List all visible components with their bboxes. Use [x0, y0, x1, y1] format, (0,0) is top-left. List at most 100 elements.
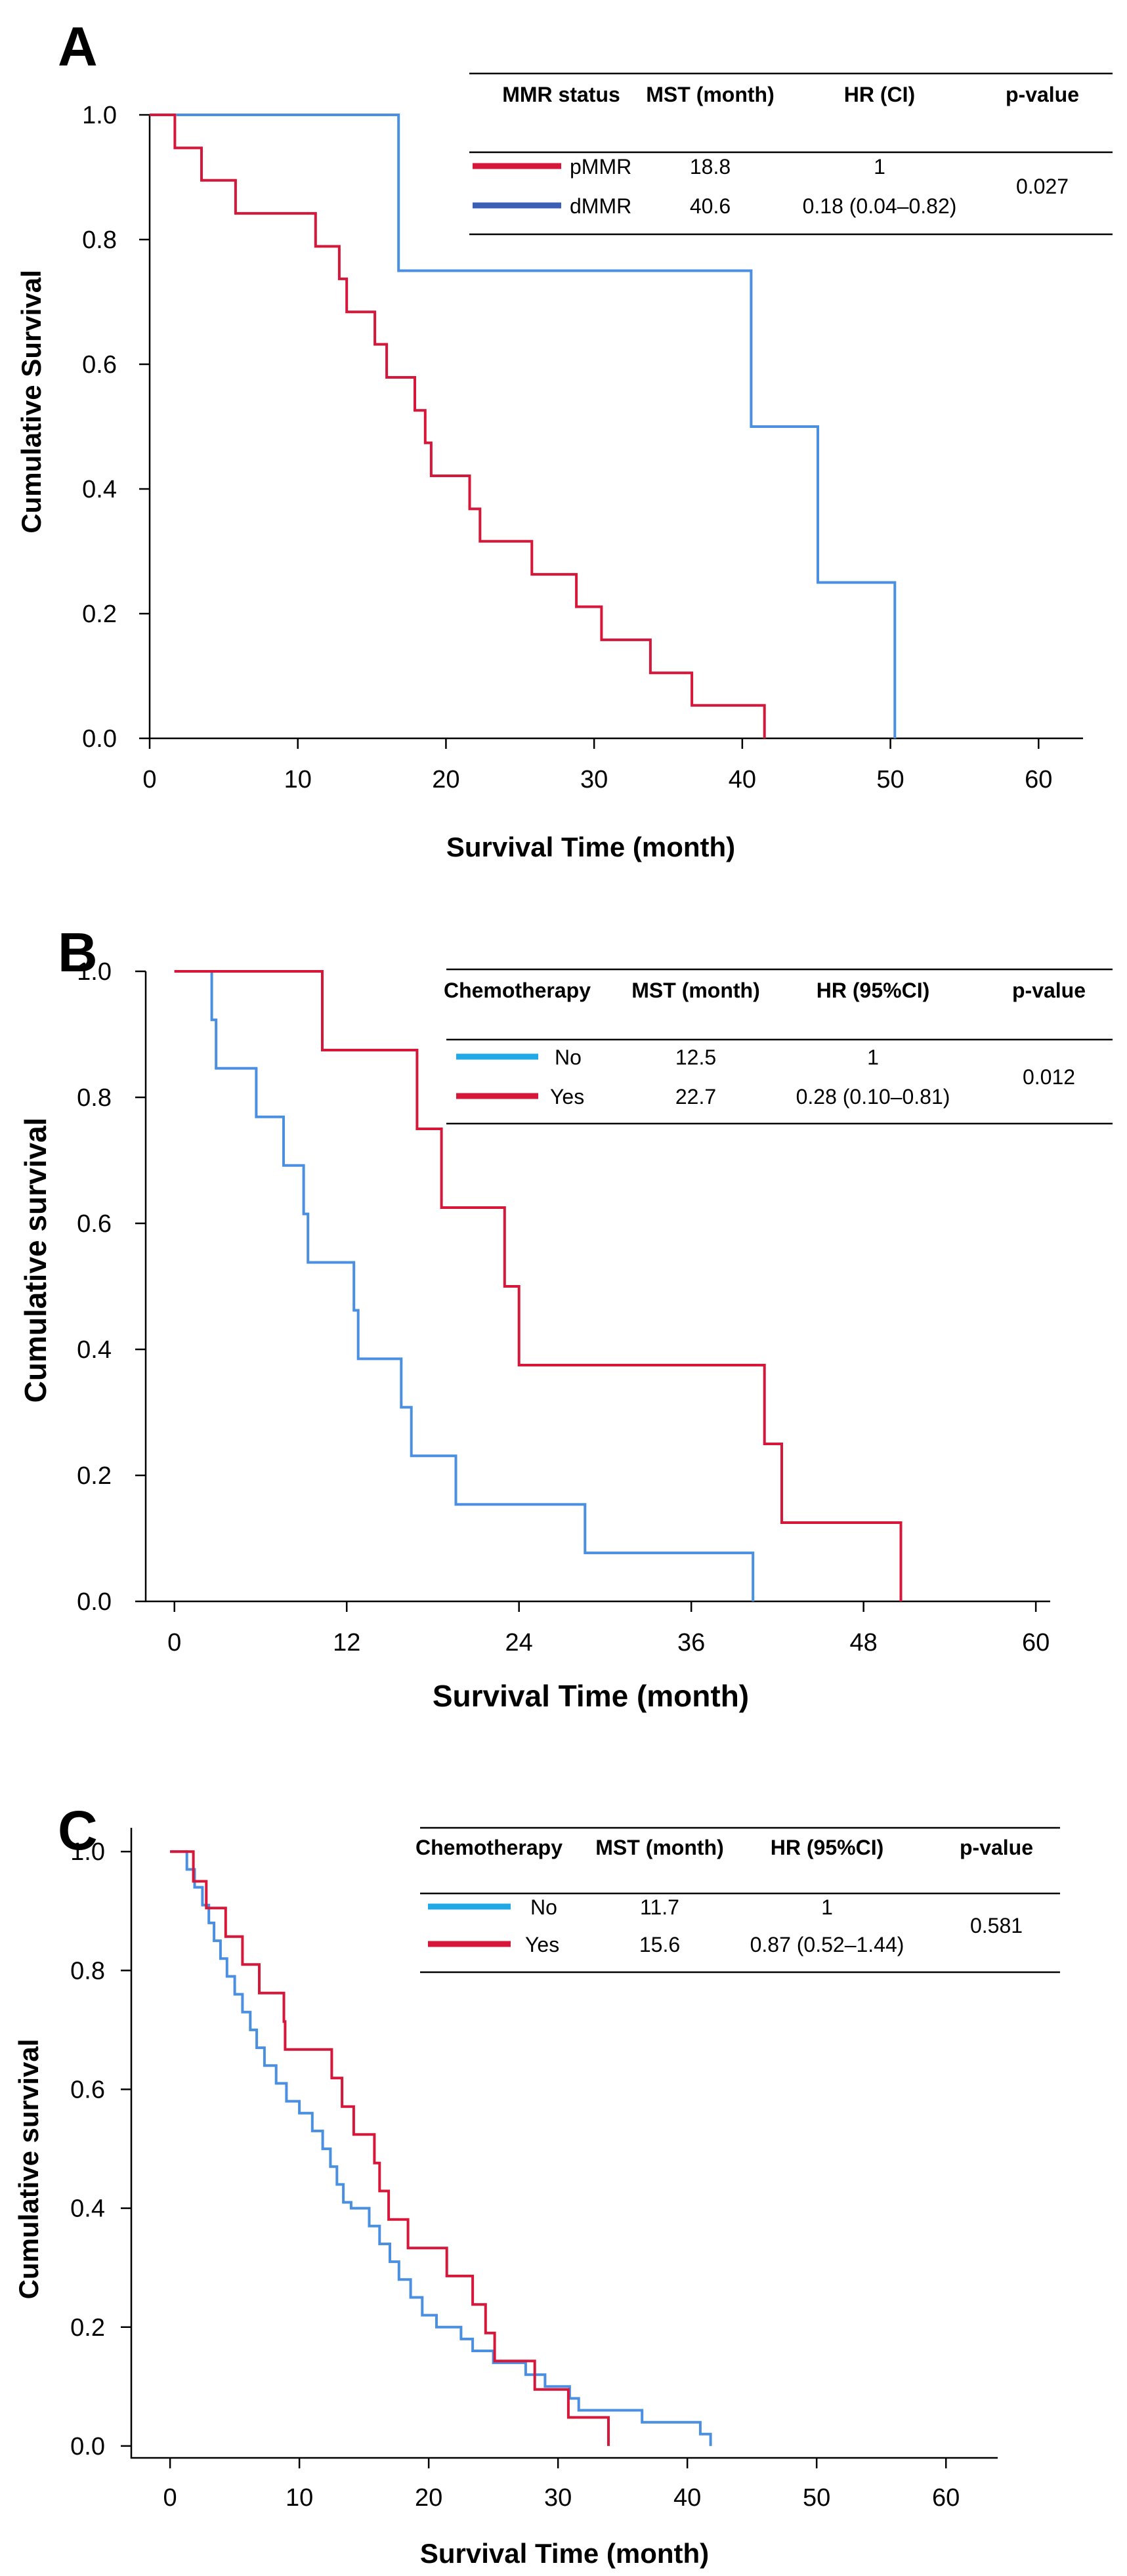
legend-mst-pmmr: 18.8: [690, 155, 731, 179]
legend-header-mst: MST (month): [646, 83, 775, 106]
panel-a-letter: A: [58, 16, 98, 77]
legend-hr-dmmr: 0.18 (0.04–0.82): [803, 194, 957, 218]
x-tick-label: 50: [876, 766, 904, 793]
legend-pvalue: 0.012: [1023, 1065, 1075, 1089]
legend-mst-yes: 15.6: [639, 1933, 680, 1956]
km-curve-pmmr: [150, 114, 766, 738]
legend-hr-no: 1: [867, 1045, 879, 1069]
km-curve-yes: [170, 1850, 610, 2446]
legend-hr-pmmr: 1: [874, 155, 885, 179]
km-curve-dmmr: [176, 114, 897, 738]
panel-b-curves: [174, 970, 903, 1601]
panel-b-x-axis-title: Survival Time (month): [433, 1679, 749, 1713]
y-tick-label: 0.8: [70, 1957, 105, 1985]
y-tick-label: 0.6: [70, 2076, 105, 2103]
x-tick-label: 12: [333, 1629, 360, 1657]
legend-hr-yes: 0.87 (0.52–1.44): [750, 1933, 904, 1956]
y-tick-label: 0.4: [77, 1336, 112, 1364]
y-tick-label: 1.0: [70, 1838, 105, 1866]
y-tick-label: 1.0: [77, 958, 112, 986]
panel-b-legend-table: Chemotherapy MST (month) HR (95%CI) p-va…: [444, 968, 1113, 1125]
y-tick-label: 0.2: [70, 2314, 105, 2342]
legend-label-yes: Yes: [550, 1085, 584, 1109]
y-tick-label: 0.2: [77, 1462, 112, 1490]
legend-label-no: No: [530, 1895, 557, 1919]
y-tick-label: 0.8: [82, 226, 117, 254]
legend-hr-no: 1: [821, 1895, 833, 1919]
panel-b-axes: [144, 971, 1050, 1603]
panel-c-axes: [130, 1828, 998, 2459]
legend-mst-dmmr: 40.6: [690, 194, 731, 218]
legend-pvalue: 0.581: [970, 1914, 1023, 1937]
y-tick-label: 0.4: [70, 2195, 105, 2223]
panel-c-x-axis-title: Survival Time (month): [420, 2538, 709, 2569]
x-tick-label: 0: [167, 1629, 181, 1657]
x-tick-label: 0: [142, 766, 156, 793]
x-tick-label: 30: [544, 2484, 572, 2512]
x-tick-label: 10: [286, 2484, 313, 2512]
legend-mst-yes: 22.7: [675, 1085, 716, 1109]
legend-header-pvalue: p-value: [960, 1836, 1033, 1859]
panel-c-y-axis-title: Cumulative survival: [13, 2039, 44, 2300]
panel-a-legend-table: MMR status MST (month) HR (CI) p-value p…: [469, 72, 1113, 236]
legend-header-group: Chemotherapy: [444, 979, 591, 1002]
y-tick-label: 0.4: [82, 476, 117, 503]
x-tick-label: 40: [729, 766, 756, 793]
legend-header-mst: MST (month): [595, 1836, 724, 1859]
x-tick-label: 0: [163, 2484, 177, 2512]
y-tick-label: 1.0: [82, 102, 117, 129]
panel-b: B Cumulative survival Survival Time (mon…: [18, 921, 1113, 1713]
panel-a: A Cumulative Survival Survival Time (mon…: [16, 16, 1113, 862]
km-curve-no: [174, 970, 755, 1601]
y-tick-label: 0.0: [77, 1588, 112, 1616]
panel-a-x-axis-title: Survival Time (month): [446, 832, 735, 862]
legend-header-group: Chemotherapy: [415, 1836, 563, 1859]
panel-b-letter: B: [58, 921, 98, 983]
x-tick-label: 60: [932, 2484, 960, 2512]
y-tick-label: 0.6: [77, 1210, 112, 1238]
legend-header-hr: HR (CI): [844, 83, 915, 106]
panel-c-legend-table: Chemotherapy MST (month) HR (95%CI) p-va…: [415, 1826, 1060, 1974]
x-tick-label: 10: [284, 766, 312, 793]
km-curve-yes: [174, 970, 903, 1601]
legend-header-pvalue: p-value: [1012, 979, 1086, 1002]
y-tick-label: 0.6: [82, 351, 117, 379]
panel-c-x-ticks: 0 10 20 30 40 50 60: [163, 2458, 960, 2512]
y-tick-label: 0.8: [77, 1084, 112, 1112]
x-tick-label: 20: [432, 766, 459, 793]
panel-a-curves: [150, 114, 897, 738]
legend-label-yes: Yes: [525, 1933, 559, 1956]
y-tick-label: 0.2: [82, 601, 117, 628]
x-tick-label: 60: [1022, 1629, 1050, 1657]
panel-a-y-ticks: 0.0 0.2 0.4 0.6 0.8 1.0: [82, 102, 150, 753]
x-tick-label: 60: [1025, 766, 1052, 793]
legend-header-mst: MST (month): [631, 979, 760, 1002]
x-tick-label: 48: [850, 1629, 878, 1657]
panel-b-y-axis-title: Cumulative survival: [18, 1118, 53, 1403]
legend-mst-no: 12.5: [675, 1045, 716, 1069]
panel-b-y-ticks: 0.0 0.2 0.4 0.6 0.8 1.0: [77, 958, 146, 1616]
x-tick-label: 36: [677, 1629, 705, 1657]
panel-a-x-ticks: 0 10 20 30 40 50 60: [142, 738, 1052, 793]
panel-c-y-ticks: 0.0 0.2 0.4 0.6 0.8 1.0: [70, 1838, 131, 2460]
x-tick-label: 30: [580, 766, 608, 793]
panel-c-letter: C: [58, 1800, 98, 1861]
panel-a-y-axis-title: Cumulative Survival: [16, 270, 47, 533]
legend-hr-yes: 0.28 (0.10–0.81): [796, 1085, 950, 1109]
legend-pvalue: 0.027: [1016, 175, 1069, 198]
km-curve-no: [170, 1850, 712, 2446]
legend-header-hr: HR (95%CI): [771, 1836, 883, 1859]
x-tick-label: 40: [673, 2484, 701, 2512]
x-tick-label: 50: [803, 2484, 830, 2512]
y-tick-label: 0.0: [82, 725, 117, 753]
y-tick-label: 0.0: [70, 2433, 105, 2460]
legend-header-group: MMR status: [502, 83, 620, 106]
panel-c-curves: [170, 1850, 712, 2446]
legend-label-dmmr: dMMR: [570, 194, 631, 218]
legend-header-hr: HR (95%CI): [817, 979, 929, 1002]
legend-label-no: No: [555, 1045, 582, 1069]
x-tick-label: 20: [415, 2484, 442, 2512]
x-tick-label: 24: [505, 1629, 533, 1657]
legend-label-pmmr: pMMR: [570, 155, 631, 179]
